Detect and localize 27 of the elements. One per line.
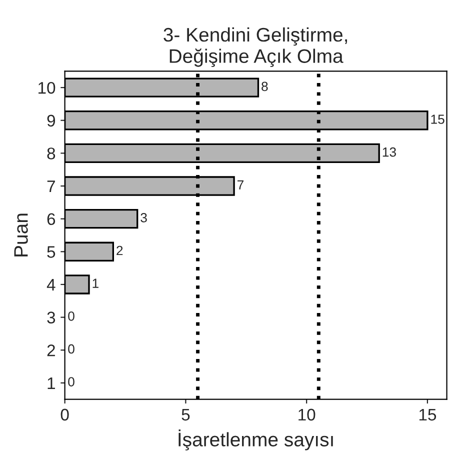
y-tick-label: 9 [47, 114, 56, 127]
y-tick-label: 7 [47, 180, 55, 192]
data-label: 8 [262, 82, 268, 92]
data-label: 0 [68, 344, 74, 354]
data-label: 1 [92, 278, 98, 288]
x-tick-label: 5 [182, 408, 190, 421]
x-tick-label: 0 [60, 408, 69, 421]
y-tick-label: 10 [38, 82, 56, 94]
data-label: 13 [382, 147, 396, 157]
data-label: 0 [68, 311, 74, 321]
y-tick-label: 4 [46, 279, 56, 291]
data-label: 2 [116, 246, 123, 256]
y-tick-label: 5 [47, 246, 56, 258]
data-label: 0 [68, 377, 74, 386]
x-tick-label: 15 [419, 408, 436, 421]
y-tick-label: 6 [47, 213, 56, 226]
y-tick-label: 2 [47, 344, 55, 356]
y-tick-label: 8 [47, 148, 56, 160]
x-axis-title: İşaretlenme sayısı [178, 429, 333, 450]
data-label: 3 [140, 213, 147, 222]
y-tick-label: 3 [47, 312, 56, 324]
y-tick-label: 1 [48, 377, 55, 389]
x-tick-label: 10 [298, 408, 316, 421]
y-axis-title: Puan [14, 214, 28, 256]
chart-title: 3- Kendini Geliştirme, Değişime Açık Olma [164, 27, 347, 67]
data-label: 7 [238, 180, 244, 190]
data-label: 15 [431, 114, 444, 124]
